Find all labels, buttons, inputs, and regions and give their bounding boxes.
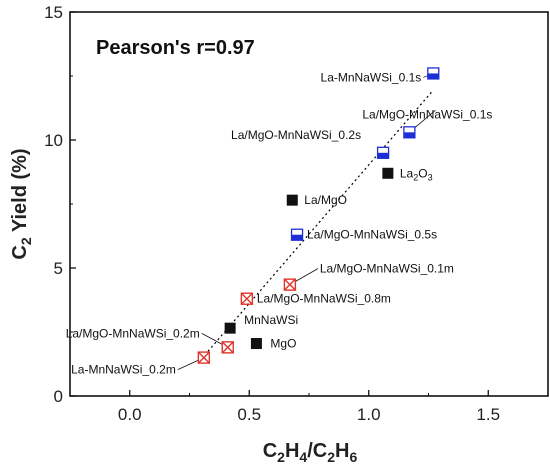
data-point — [197, 351, 211, 364]
red-x-stroke — [283, 278, 296, 291]
data-point — [376, 146, 390, 159]
black-square-marker — [286, 194, 298, 206]
data-point — [427, 67, 440, 80]
y-axis-title: C2 Yield (%) — [9, 148, 34, 259]
point-label: La-MnNaWSi_0.1s — [321, 70, 422, 84]
red-x-stroke — [240, 292, 253, 305]
point-label: La/MgO — [304, 193, 347, 207]
point-label: La/MgO-MnNaWSi_0.1m — [320, 262, 454, 276]
point-label: La/MgO-MnNaWSi_0.2m — [66, 326, 200, 340]
data-point — [290, 228, 304, 241]
data-point — [283, 278, 297, 291]
y-tick-label: 10 — [44, 131, 63, 150]
data-point — [403, 126, 416, 139]
data-point — [240, 292, 254, 305]
point-label: La/MgO-MnNaWSi_0.8m — [257, 292, 391, 306]
x-tick-label: 0.0 — [118, 405, 142, 424]
trendline-path — [200, 89, 434, 360]
half-blue-fill — [291, 234, 303, 241]
data-point — [382, 167, 394, 179]
data-points — [197, 67, 440, 364]
x-ticks: 0.0 0.5 1.0 1.5 — [69, 390, 549, 424]
black-square-marker — [250, 338, 262, 350]
half-blue-fill — [377, 152, 389, 159]
data-point — [221, 341, 234, 354]
y-ticks: 0 5 10 15 — [44, 3, 76, 406]
data-point — [250, 338, 262, 350]
red-x-stroke — [197, 351, 210, 364]
x-tick-label: 0.5 — [237, 405, 261, 424]
point-label: MnNaWSi — [244, 313, 298, 327]
half-blue-fill — [427, 73, 439, 79]
x-tick-label: 1.5 — [476, 405, 500, 424]
y-tick-label: 5 — [54, 259, 63, 278]
point-label: La/MgO-MnNaWSi_0.5s — [307, 228, 437, 242]
black-square-marker — [382, 167, 394, 179]
point-label: La2O3 — [400, 166, 433, 182]
x-axis-title: C2H4/C2H6 — [263, 440, 358, 465]
data-point — [224, 322, 236, 334]
trendline — [200, 89, 434, 360]
half-blue-fill — [403, 132, 415, 138]
point-label: La/MgO-MnNaWSi_0.1s — [362, 107, 492, 121]
x-tick-label: 1.0 — [357, 405, 381, 424]
point-label: La/MgO-MnNaWSi_0.2s — [231, 128, 361, 142]
point-label: La-MnNaWSi_0.2m — [71, 363, 176, 377]
point-labels: La-MnNaWSi_0.1sLa/MgO-MnNaWSi_0.1sLa/MgO… — [66, 70, 493, 376]
red-x-stroke — [221, 341, 234, 354]
pearson-annotation: Pearson's r=0.97 — [96, 37, 255, 59]
black-square-marker — [224, 322, 236, 334]
y-tick-label: 15 — [44, 3, 63, 22]
data-point — [286, 194, 298, 206]
y-tick-label: 0 — [54, 387, 63, 406]
point-label: MgO — [270, 337, 296, 351]
